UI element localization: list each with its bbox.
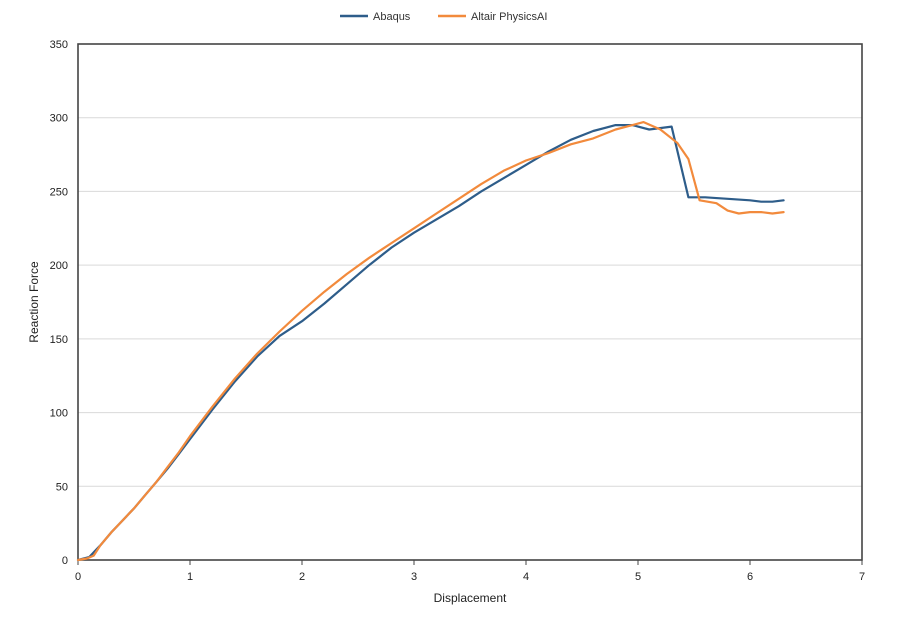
y-axis-title: Reaction Force [27,261,41,343]
x-axis-title: Displacement [434,591,507,605]
x-tick-label: 2 [299,571,305,583]
y-tick-label: 0 [62,555,68,567]
x-tick-label: 6 [747,571,753,583]
y-tick-label: 300 [50,113,68,125]
series-line-abaqus [76,124,785,562]
legend-label: Abaqus [373,11,411,23]
x-tick-label: 3 [411,571,417,583]
x-tick-label: 7 [859,571,865,583]
y-tick-label: 100 [50,408,68,420]
legend-label: Altair PhysicsAI [471,11,547,23]
y-tick-label: 200 [50,260,68,272]
x-tick-label: 0 [75,571,81,583]
x-tick-label: 4 [523,571,529,583]
y-tick-label: 150 [50,334,68,346]
y-tick-label: 250 [50,186,68,198]
y-tick-label: 50 [56,481,68,493]
series-line-altair-physicsai [76,121,785,562]
x-tick-label: 5 [635,571,641,583]
plot-frame [77,43,863,561]
x-tick-label: 1 [187,571,193,583]
y-tick-label: 350 [50,39,68,51]
